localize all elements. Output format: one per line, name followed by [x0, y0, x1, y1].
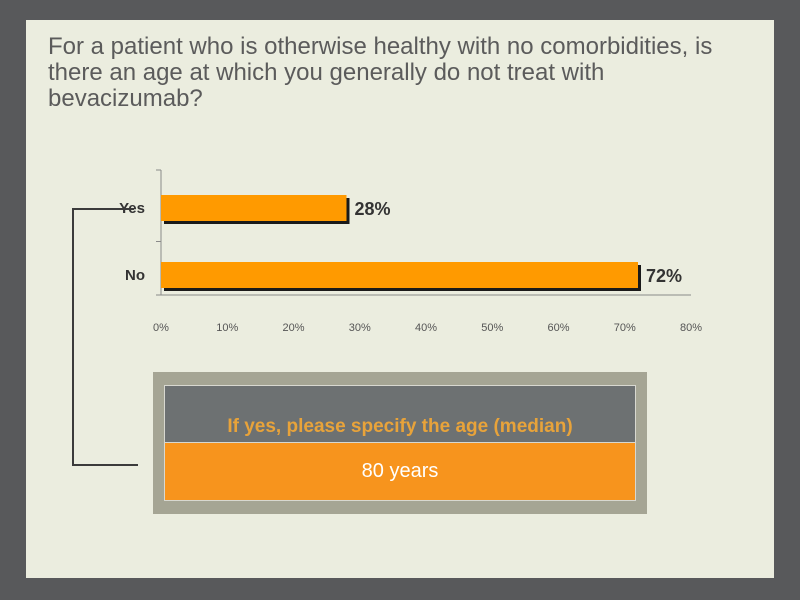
data-label: 72% — [646, 266, 682, 286]
x-tick-label: 30% — [349, 322, 371, 334]
followup-box: If yes, please specify the age (median) … — [153, 372, 647, 514]
category-label: No — [125, 267, 145, 284]
bracket-bottom — [72, 464, 138, 466]
bar-no — [161, 262, 638, 288]
x-tick-label: 20% — [282, 322, 304, 334]
x-tick-label: 0% — [153, 322, 169, 334]
bar-chart: 0% 10% 20% 30% 40% 50% 60% 70% 80%Yes 28%No 72% — [119, 169, 702, 334]
x-tick-label: 10% — [216, 322, 238, 334]
x-tick-label: 80% — [680, 322, 702, 334]
slide-title: For a patient who is otherwise healthy w… — [48, 33, 713, 112]
followup-value: 80 years — [164, 442, 636, 501]
bar-yes — [161, 195, 347, 221]
x-tick-label: 60% — [547, 322, 569, 334]
followup-heading-cell: If yes, please specify the age (median) — [164, 385, 636, 442]
bracket-vertical — [72, 208, 74, 466]
data-label: 28% — [355, 199, 391, 219]
x-tick-label: 50% — [481, 322, 503, 334]
x-tick-label: 70% — [614, 322, 636, 334]
x-tick-label: 40% — [415, 322, 437, 334]
followup-heading: If yes, please specify the age (median) — [227, 416, 573, 437]
bracket-top — [72, 208, 134, 210]
slide: For a patient who is otherwise healthy w… — [26, 20, 774, 578]
